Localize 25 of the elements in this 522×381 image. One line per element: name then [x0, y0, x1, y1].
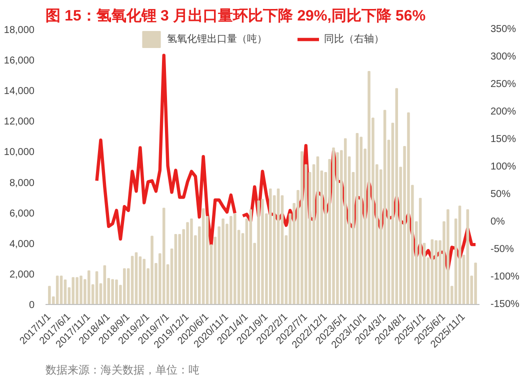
- y2-tick-label: 350%: [490, 24, 516, 35]
- y2-tick-label: -50%: [490, 244, 514, 255]
- y-tick-label: 18,000: [4, 25, 35, 36]
- y-tick-label: 0: [28, 300, 35, 311]
- y-tick-label: 12,000: [4, 116, 35, 128]
- y2-tick-label: 100%: [490, 162, 516, 172]
- y-tick-label: 16,000: [4, 56, 35, 67]
- y2-tick-label: -100%: [490, 272, 520, 282]
- y-tick-label: 4,000: [9, 238, 35, 250]
- y2-tick-label: 0%: [490, 216, 506, 228]
- y2-tick-label: 300%: [490, 52, 516, 62]
- y2-tick-label: 150%: [490, 134, 516, 145]
- y-tick-label: 8,000: [9, 178, 35, 189]
- source-note: 数据来源：海关数据，单位：吨: [46, 364, 200, 376]
- y-tick-label: 10,000: [4, 147, 35, 158]
- y-tick-label: 2,000: [9, 269, 35, 280]
- y2-tick-label: 200%: [490, 106, 516, 118]
- y2-tick-label: 250%: [490, 79, 516, 90]
- legend-label: 氢氧化锂出口量（吨）: [167, 32, 267, 46]
- y2-tick-label: -150%: [490, 299, 520, 310]
- y2-tick-label: 50%: [490, 189, 511, 200]
- legend-label: 同比（右轴）: [324, 32, 384, 46]
- y-tick-label: 14,000: [4, 86, 35, 98]
- chart-title: 图 15：氢氧化锂 3 月出口量环比下降 29%,同比下降 56%: [46, 8, 426, 24]
- y-tick-label: 6,000: [9, 208, 35, 220]
